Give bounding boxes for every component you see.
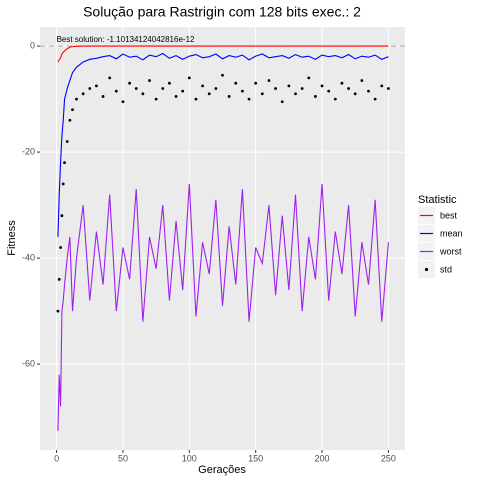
series-line [57, 52, 389, 237]
x-tick-label: 0 [54, 453, 59, 463]
series-point [274, 87, 277, 90]
series-point [121, 100, 125, 104]
series-point [221, 73, 224, 77]
series-point [207, 92, 211, 96]
series-point [71, 108, 74, 112]
series-point [101, 95, 105, 98]
series-line [57, 45, 389, 63]
series-point [68, 118, 72, 122]
series-point [347, 87, 350, 90]
series-point [134, 87, 138, 90]
series-point [214, 87, 218, 90]
series-point [320, 84, 324, 88]
series-point [333, 97, 337, 101]
series-point [387, 87, 390, 90]
series-point [75, 97, 78, 101]
series-point [254, 81, 258, 85]
series-point [141, 92, 145, 96]
series-point [280, 100, 284, 104]
series-point [187, 76, 191, 80]
series-point [57, 277, 61, 281]
series-point [201, 84, 204, 88]
series-point [114, 89, 118, 93]
series-point [59, 246, 62, 249]
series-point [174, 95, 178, 98]
legend-label: std [440, 264, 452, 274]
series-point [95, 84, 98, 88]
x-tick-label: 100 [182, 453, 197, 463]
series-point [161, 87, 165, 90]
series-point [88, 87, 92, 90]
series-point [353, 92, 357, 96]
series-point [367, 89, 370, 93]
x-axis-label: Gerações [198, 464, 246, 476]
series-line [57, 183, 389, 431]
legend-label: mean [440, 228, 463, 238]
annotation: Best solution: -1.10134124042816e-12 [57, 35, 195, 44]
legend-label: worst [439, 246, 462, 256]
x-tick-label: 50 [118, 453, 128, 463]
series-point [327, 89, 331, 93]
series-point [234, 81, 238, 85]
y-tick-label: 0 [30, 40, 35, 50]
series-point [181, 89, 185, 93]
series-point [307, 76, 311, 80]
x-tick-label: 150 [248, 453, 263, 463]
series-point [148, 79, 151, 82]
series-point [247, 97, 251, 101]
series-point [227, 95, 231, 98]
series-point [61, 182, 65, 186]
series-point [81, 92, 85, 96]
y-tick-label: -40 [22, 252, 35, 262]
panel [40, 27, 405, 450]
chart-title: Solução para Rastrigin com 128 bits exec… [83, 4, 361, 20]
series-point [60, 214, 64, 218]
series-point [128, 81, 131, 85]
series-point [241, 89, 244, 93]
series-point [63, 161, 66, 165]
y-tick-label: -20 [22, 146, 35, 156]
series-point [300, 87, 304, 90]
series-point [154, 97, 158, 101]
y-tick-label: -60 [22, 359, 35, 369]
series-point [360, 79, 364, 82]
series-point [260, 92, 264, 96]
legend-label: best [440, 210, 458, 220]
series-point [56, 309, 60, 313]
series-point [194, 97, 198, 101]
y-axis-label: Fitness [6, 220, 18, 256]
series-point [340, 81, 344, 85]
series-point [267, 79, 271, 82]
series-point [287, 84, 291, 88]
series-point [380, 84, 384, 88]
series-point [373, 97, 377, 101]
series-point [65, 140, 69, 143]
series-point [108, 76, 112, 80]
series-point [314, 95, 317, 98]
x-tick-label: 200 [315, 453, 330, 463]
legend-swatch [424, 267, 429, 272]
series-point [294, 92, 297, 96]
x-tick-label: 250 [381, 453, 396, 463]
series-point [168, 81, 171, 85]
legend-title: Statistic [418, 194, 457, 206]
